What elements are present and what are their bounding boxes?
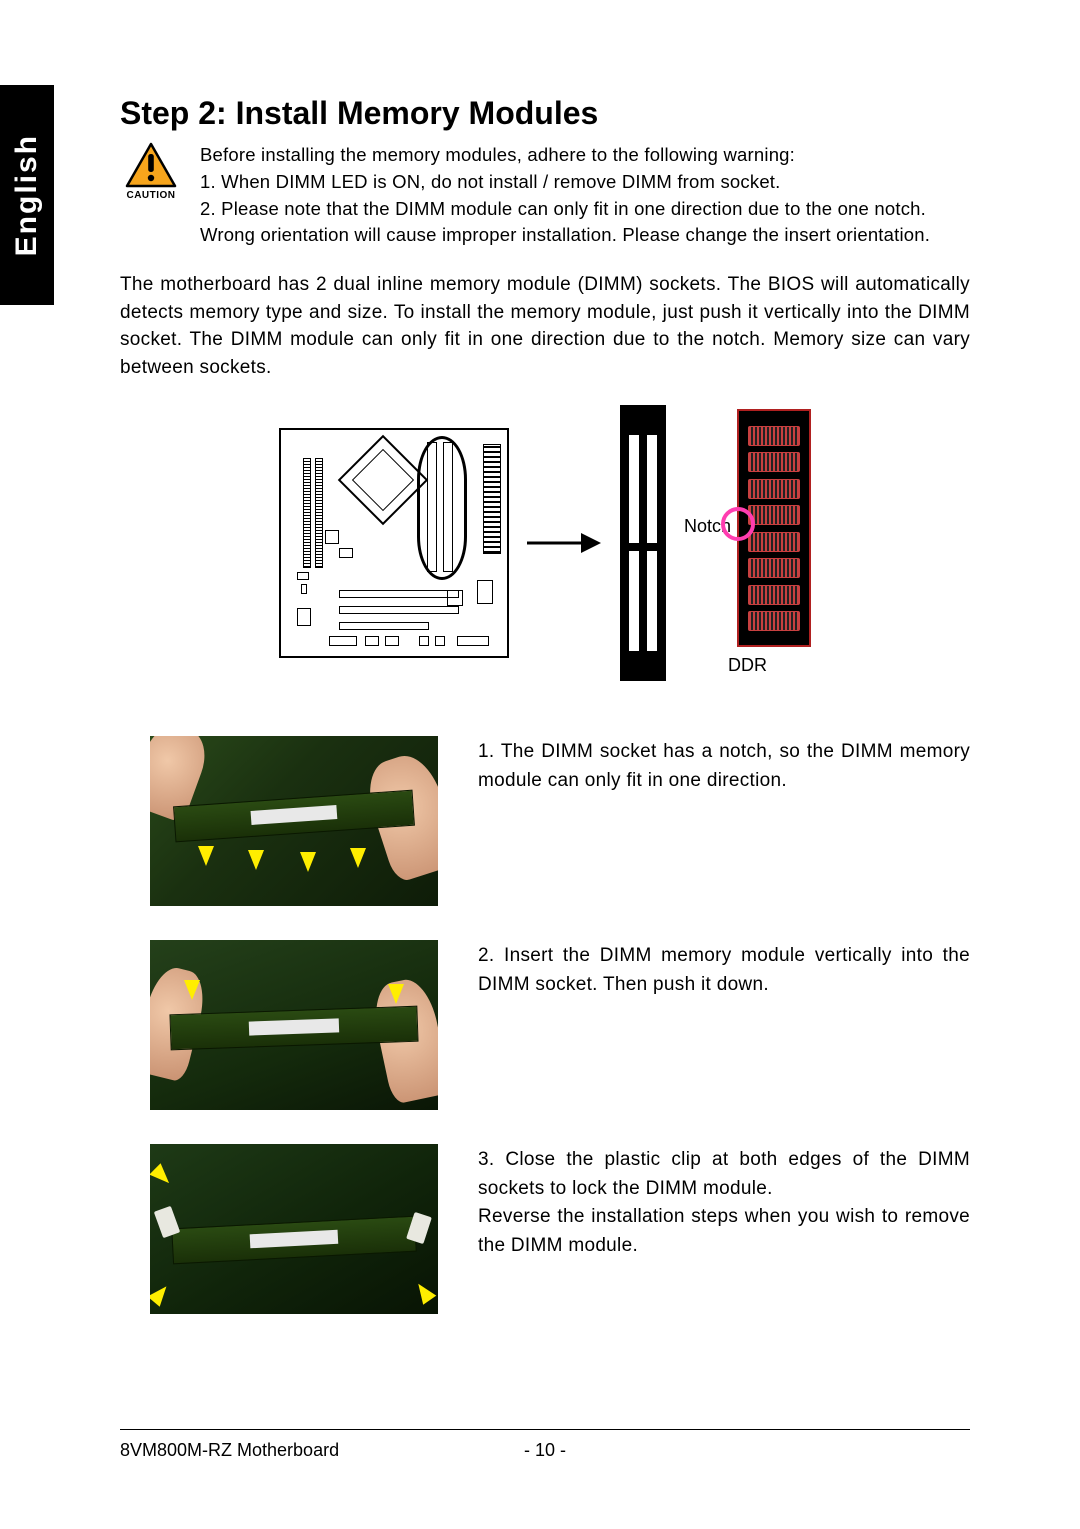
ddr-stick <box>737 409 811 647</box>
caution-text: Before installing the memory modules, ad… <box>200 142 970 249</box>
diagram-row: Notch DDR <box>120 409 970 676</box>
step-3-text-b: Reverse the installation steps when you … <box>478 1206 970 1256</box>
ddr-label: DDR <box>728 655 767 676</box>
step-2-photo <box>150 940 438 1110</box>
caution-warning-2: 2. Please note that the DIMM module can … <box>200 196 970 250</box>
step-3-text-a: 3. Close the plastic clip at both edges … <box>478 1149 970 1199</box>
install-step-1: 1. The DIMM socket has a notch, so the D… <box>150 736 970 906</box>
step-2-text: 2. Insert the DIMM memory module vertica… <box>478 940 970 999</box>
caution-intro: Before installing the memory modules, ad… <box>200 142 970 169</box>
dimm-socket-diagram <box>620 417 666 669</box>
caution-icon-column: CAUTION <box>120 142 182 249</box>
caution-label: CAUTION <box>126 190 175 201</box>
page-content: Step 2: Install Memory Modules CAUTION B… <box>120 95 970 1348</box>
footer-page-number: - 10 - <box>524 1440 566 1461</box>
language-tab-label: English <box>10 134 44 256</box>
step-3-photo <box>150 1144 438 1314</box>
page-title: Step 2: Install Memory Modules <box>120 95 970 132</box>
caution-triangle-icon <box>125 142 177 188</box>
step-1-photo <box>150 736 438 906</box>
footer-model: 8VM800M-RZ Motherboard <box>120 1440 339 1461</box>
caution-warning-1: 1. When DIMM LED is ON, do not install /… <box>200 169 970 196</box>
step-3-text: 3. Close the plastic clip at both edges … <box>478 1144 970 1260</box>
language-tab: English <box>0 85 54 305</box>
install-step-2: 2. Insert the DIMM memory module vertica… <box>150 940 970 1110</box>
page-footer: 8VM800M-RZ Motherboard - 10 - . <box>120 1429 970 1461</box>
ddr-module-diagram: Notch DDR <box>684 409 811 676</box>
arrow-icon <box>527 531 602 555</box>
motherboard-schematic <box>279 428 509 658</box>
caution-block: CAUTION Before installing the memory mod… <box>120 142 970 249</box>
install-step-3: 3. Close the plastic clip at both edges … <box>150 1144 970 1314</box>
body-paragraph: The motherboard has 2 dual inline memory… <box>120 271 970 381</box>
step-1-text: 1. The DIMM socket has a notch, so the D… <box>478 736 970 795</box>
